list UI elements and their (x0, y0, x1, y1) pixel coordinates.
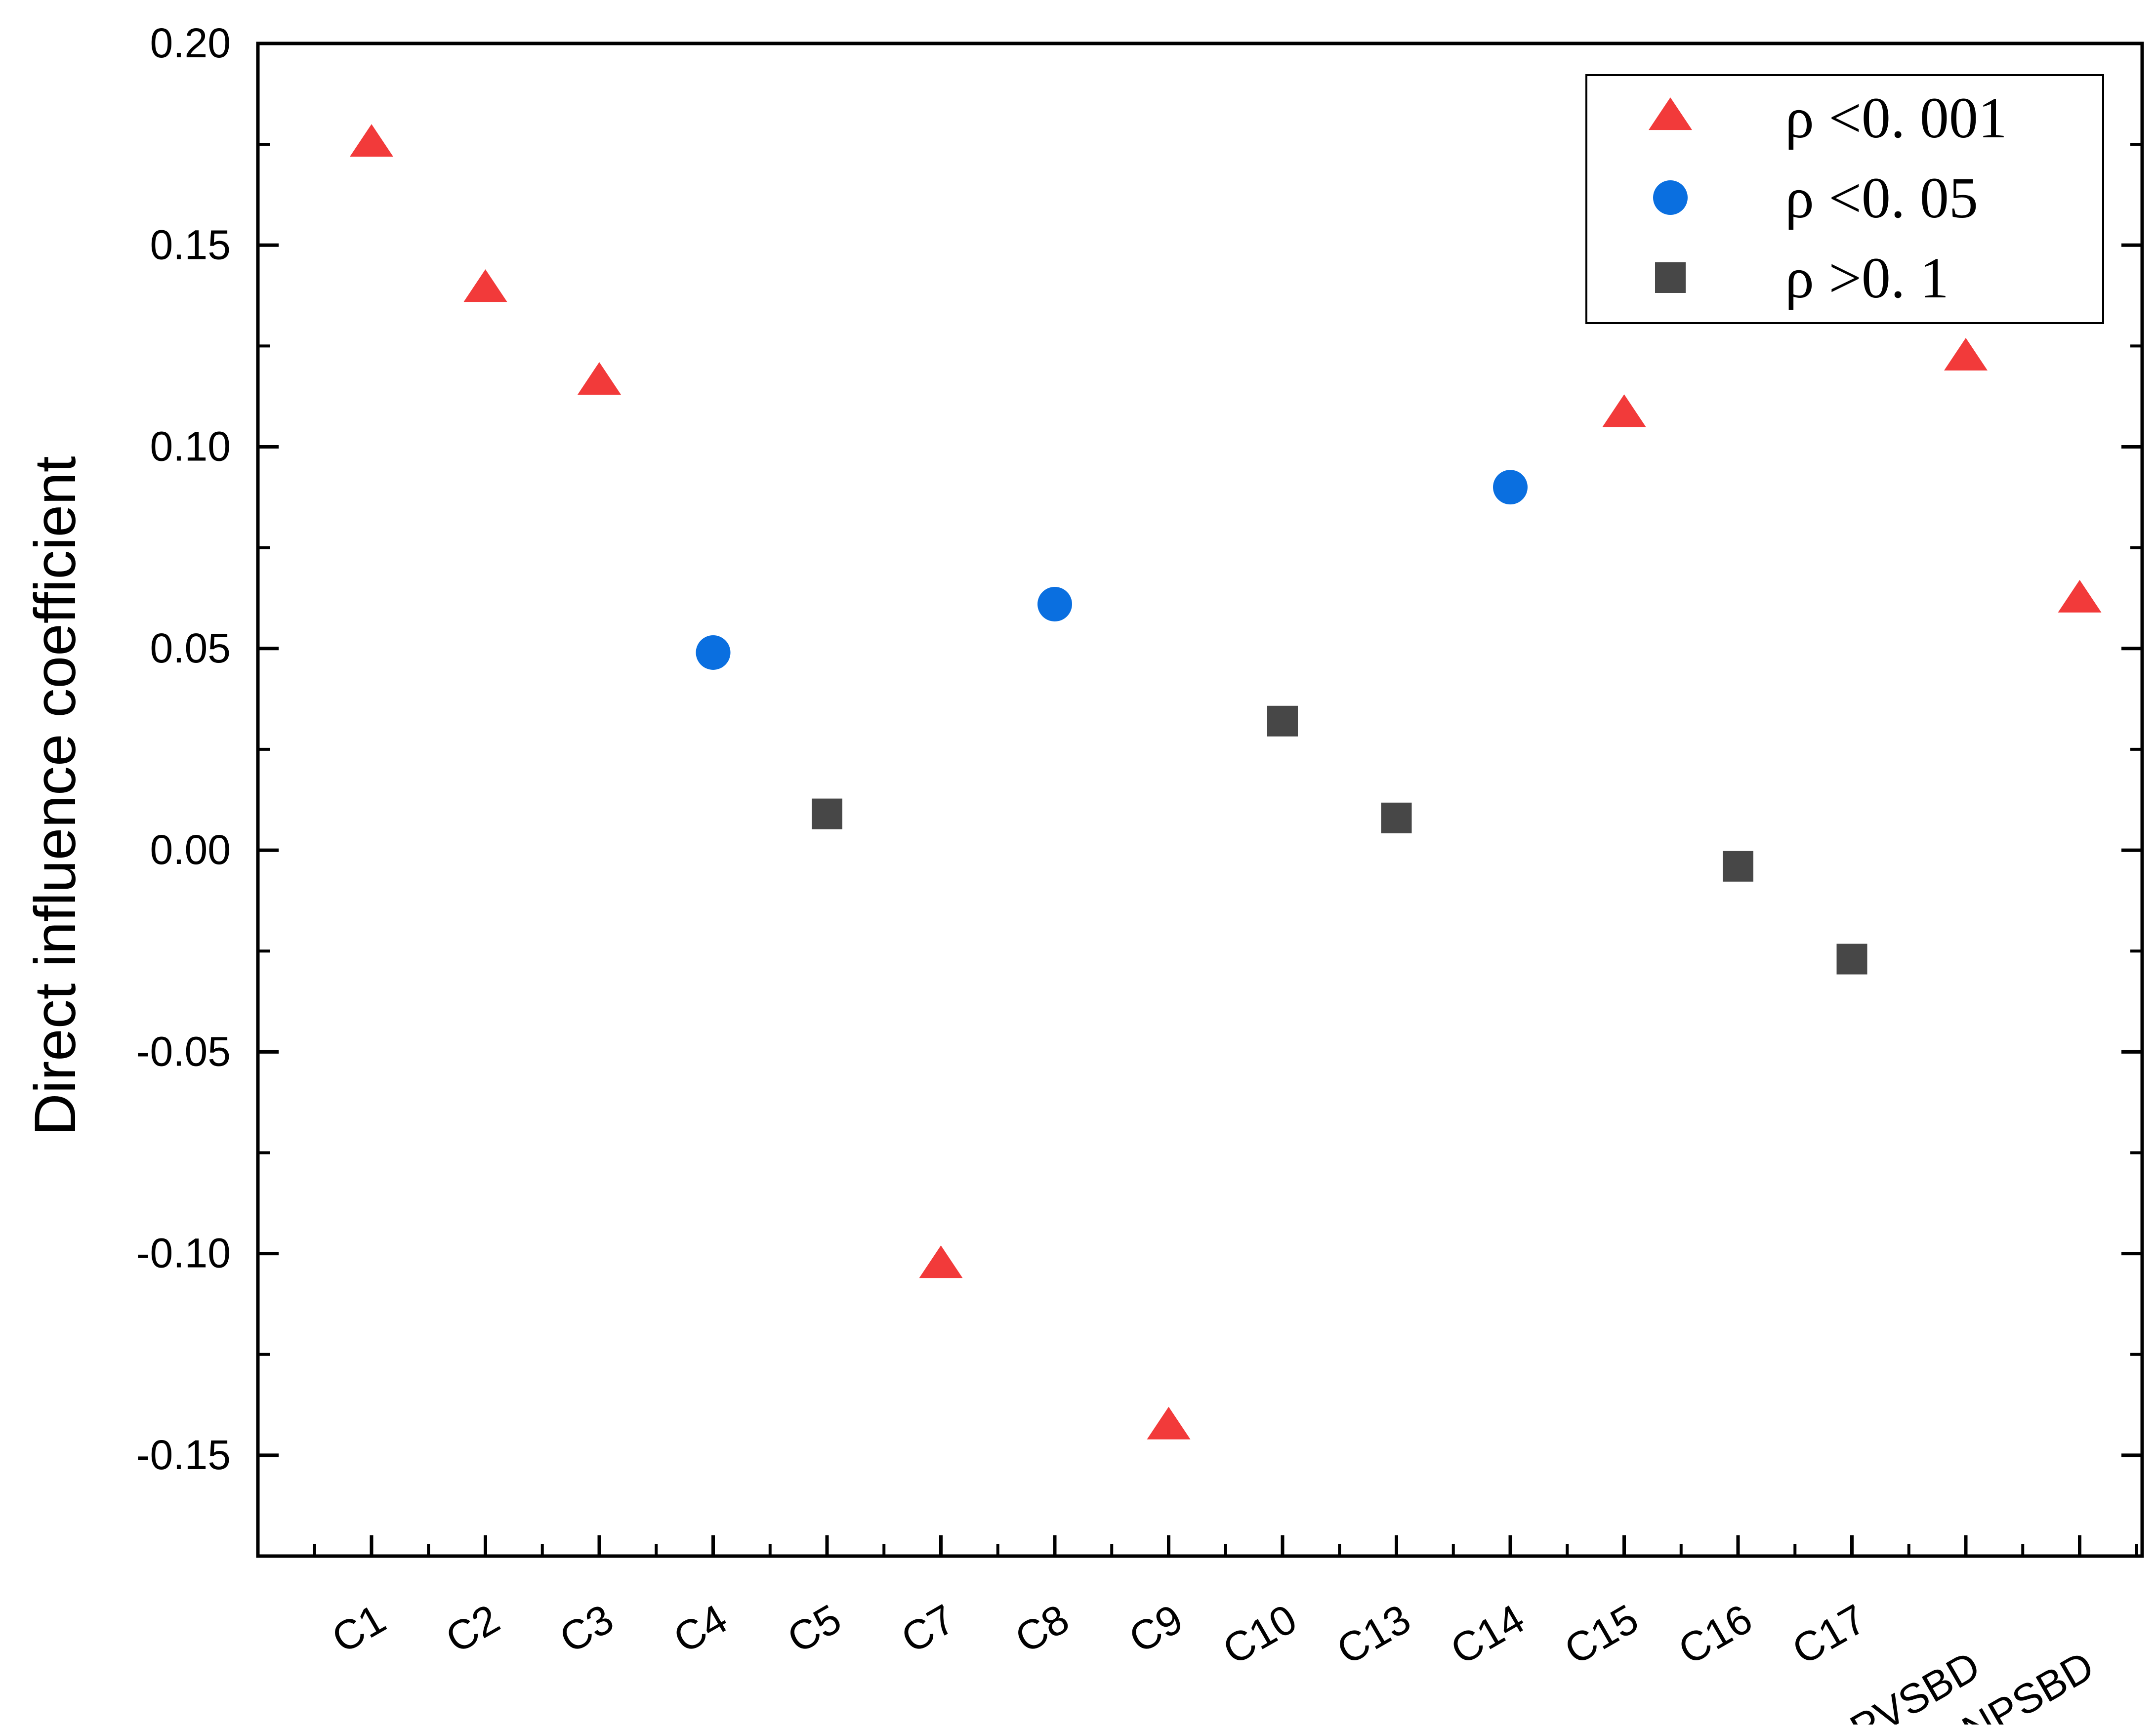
y-tick-label: 0.15 (150, 221, 231, 268)
legend-marker-p05 (1653, 180, 1688, 215)
data-point-c10 (1267, 705, 1298, 737)
y-tick-label: 0.00 (150, 826, 231, 873)
y-tick-label: -0.10 (136, 1230, 231, 1276)
data-point-c7 (919, 1245, 963, 1278)
data-point-c3 (578, 362, 621, 395)
data-point-c15 (1602, 394, 1646, 427)
legend-label: ρ >0. 1 (1785, 246, 1949, 310)
data-point-c17 (1836, 944, 1867, 975)
legend-label: ρ <0. 001 (1785, 85, 2007, 150)
y-tick-label: 0.10 (150, 423, 231, 470)
data-point-c5 (812, 798, 842, 829)
data-point-c13 (1381, 802, 1412, 833)
y-tick-label: 0.20 (150, 20, 231, 66)
data-point-c14 (1493, 470, 1528, 505)
y-tick-label: 0.05 (150, 625, 231, 671)
data-point-npsbd (2058, 579, 2102, 613)
y-tick-label: -0.15 (136, 1432, 231, 1478)
y-tick-label: -0.05 (136, 1028, 231, 1074)
legend-label: ρ <0. 05 (1785, 165, 1978, 230)
data-point-c1 (350, 124, 393, 157)
y-axis-title: Direct influence coefficient (23, 456, 88, 1135)
plot-frame (256, 41, 2144, 1558)
data-point-c4 (696, 635, 731, 670)
data-point-c16 (1723, 851, 1753, 882)
data-point-pvsbd (1944, 337, 1988, 370)
legend-marker-p1 (1655, 262, 1686, 293)
data-point-c2 (463, 269, 507, 302)
data-point-c9 (1147, 1406, 1191, 1439)
legend-marker-p001 (1649, 97, 1692, 130)
data-point-c8 (1037, 586, 1072, 621)
